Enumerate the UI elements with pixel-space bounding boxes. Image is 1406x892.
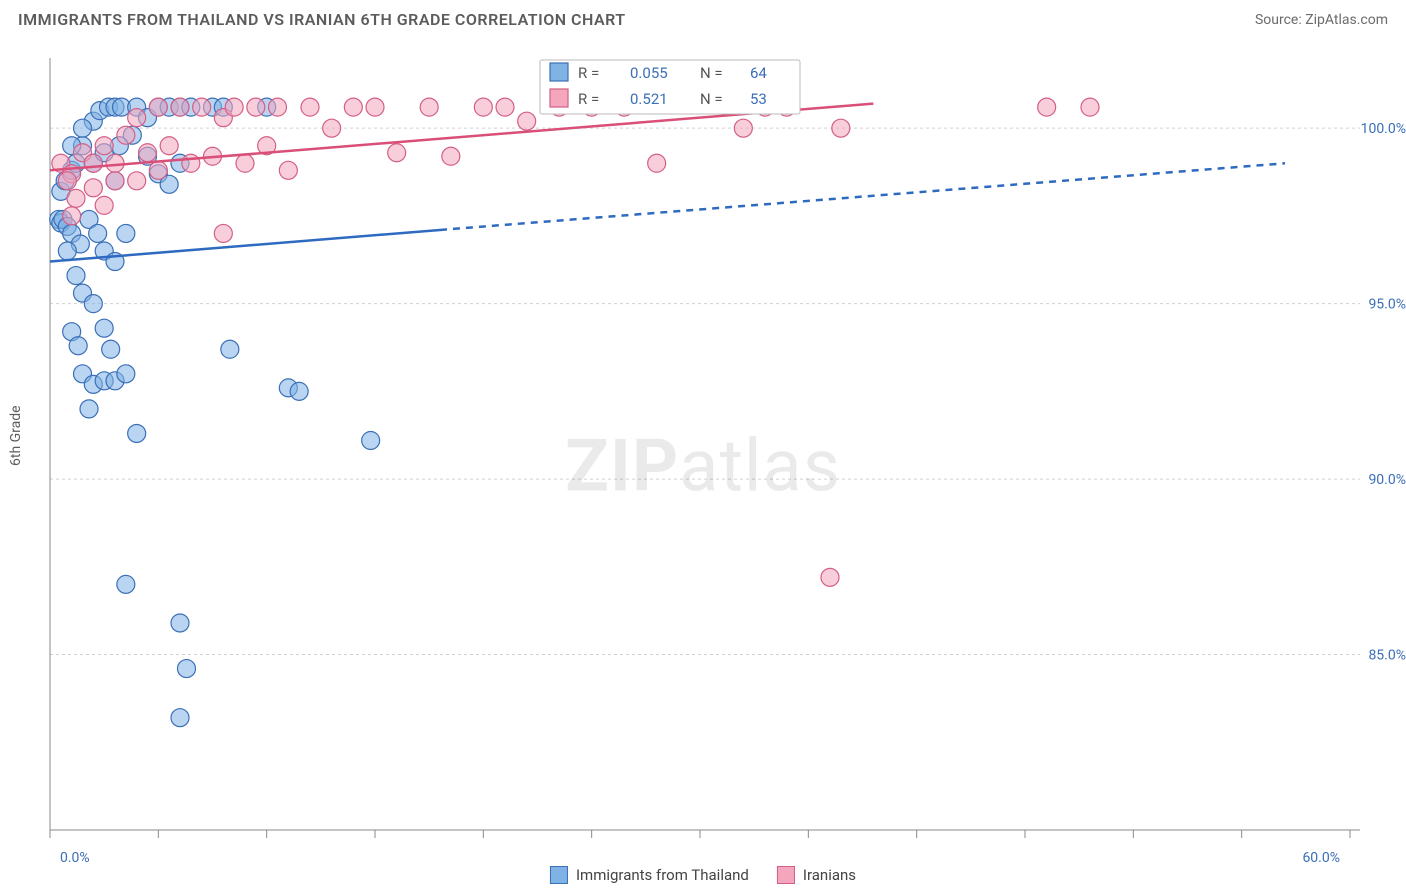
- svg-text:85.0%: 85.0%: [1368, 648, 1406, 664]
- scatter-chart: 85.0% 90.0% 95.0% 100.0% 0.0% 60.0% R = 0.055 N …: [0, 40, 1406, 885]
- svg-text:N =: N =: [700, 90, 723, 108]
- legend-label: Immigrants from Thailand: [576, 866, 749, 884]
- svg-text:R =: R =: [578, 64, 599, 82]
- svg-text:0.055: 0.055: [630, 64, 668, 82]
- legend-item: Immigrants from Thailand: [550, 866, 749, 884]
- legend-label: Iranians: [803, 866, 856, 884]
- svg-text:100.0%: 100.0%: [1361, 121, 1406, 137]
- series-iranians: [52, 95, 1099, 587]
- svg-text:R =: R =: [578, 90, 599, 108]
- svg-text:0.0%: 0.0%: [60, 850, 90, 866]
- svg-text:N =: N =: [700, 64, 723, 82]
- svg-text:0.521: 0.521: [630, 90, 668, 108]
- svg-text:64: 64: [750, 64, 767, 82]
- legend-swatch: [777, 866, 795, 884]
- source-label: Source: ZipAtlas.com: [1255, 12, 1388, 28]
- legend-swatch: [550, 866, 568, 884]
- svg-text:95.0%: 95.0%: [1368, 297, 1406, 313]
- svg-text:60.0%: 60.0%: [1302, 850, 1340, 866]
- svg-text:53: 53: [750, 90, 767, 108]
- chart-title: IMMIGRANTS FROM THAILAND VS IRANIAN 6TH …: [18, 10, 626, 29]
- svg-text:90.0%: 90.0%: [1368, 472, 1406, 488]
- y-axis-label: 6th Grade: [8, 405, 24, 466]
- bottom-legend: Immigrants from Thailand Iranians: [550, 866, 856, 884]
- chart-container: 6th Grade ZIPatlas 85.0%90.0%95.0%100.0%…: [0, 40, 1406, 892]
- legend-item: Iranians: [777, 866, 856, 884]
